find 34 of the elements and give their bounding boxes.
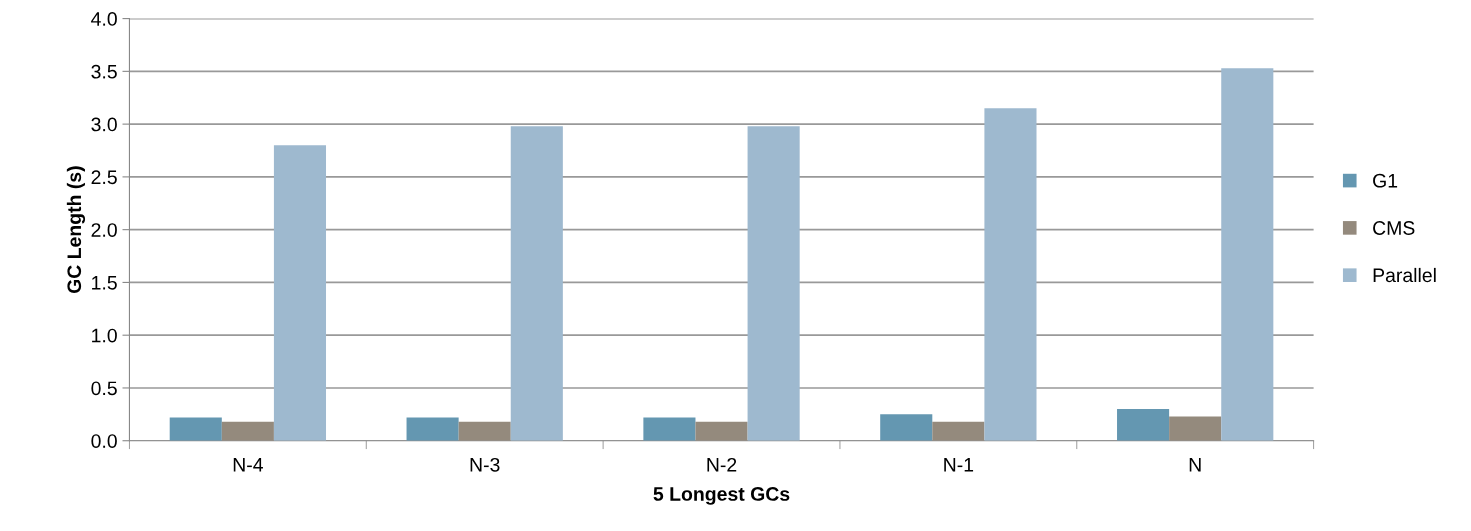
y-axis-title: GC Length (s): [66, 166, 86, 294]
x-tick-label: N-4: [233, 458, 263, 472]
bar: [221, 421, 274, 441]
x-tick-label: N-3: [470, 457, 500, 472]
bar: [1169, 416, 1222, 441]
bar: [406, 417, 459, 441]
y-tick-label: 3.0: [91, 117, 117, 132]
bar: [169, 417, 222, 441]
bar: [695, 421, 748, 441]
bar: [458, 421, 511, 441]
x-tick-label: N-1: [944, 458, 974, 472]
bar: [984, 108, 1037, 441]
legend-label: Parallel: [1373, 267, 1436, 283]
legend-label: CMS: [1373, 221, 1415, 235]
bar: [643, 417, 696, 441]
bar: [932, 421, 985, 441]
y-tick-label: 1.0: [92, 328, 117, 343]
x-tick-label: N-2: [707, 457, 737, 472]
legend-label: G1: [1373, 173, 1398, 188]
bar: [1117, 409, 1170, 441]
y-tick-label: 4.0: [91, 12, 117, 26]
y-tick-label: 1.5: [92, 276, 117, 290]
x-axis-title: 5 Longest GCs: [653, 487, 790, 505]
y-tick-label: 0.5: [91, 381, 117, 396]
bar: [510, 126, 563, 441]
y-tick-label: 2.0: [91, 223, 117, 237]
y-tick-label: 3.5: [91, 64, 117, 79]
y-tick-label: 0.0: [91, 434, 117, 448]
y-tick-label: 2.5: [91, 170, 117, 185]
bar: [880, 414, 933, 441]
x-tick-label: N: [1189, 458, 1201, 472]
bar: [273, 145, 327, 441]
bar: [747, 126, 800, 441]
bar: [1221, 68, 1274, 441]
